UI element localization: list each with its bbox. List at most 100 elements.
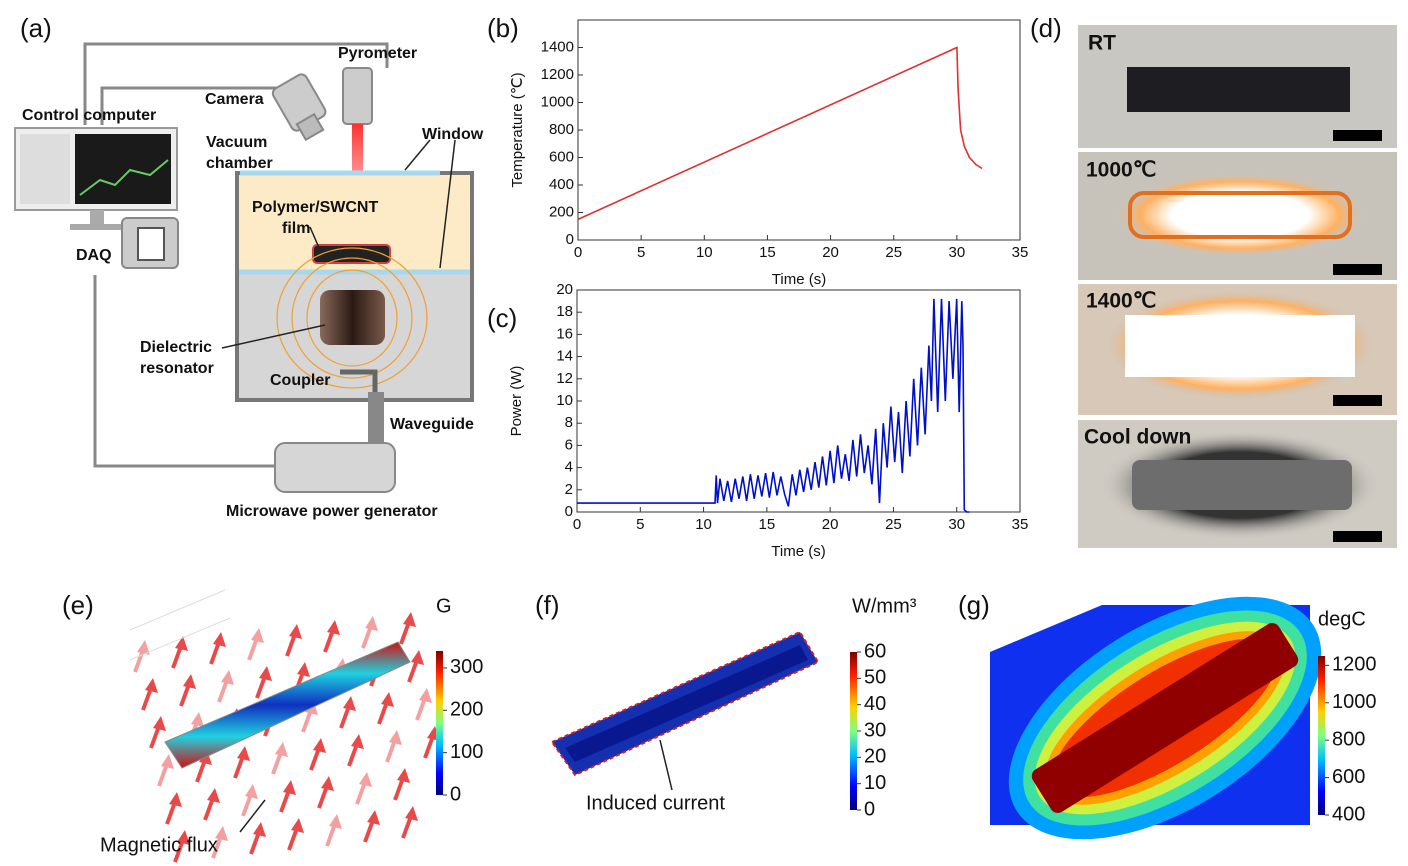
colorbar-tick-label: 600 [1332, 766, 1365, 788]
flux-arrow [393, 777, 405, 801]
y-tick-label: 1000 [541, 93, 574, 110]
y-axis-label: Temperature (℃) [509, 72, 526, 187]
flux-arrow [317, 785, 329, 809]
photo-label: 1400℃ [1086, 290, 1156, 313]
flux-arrow [279, 789, 291, 813]
flux-arrow-head [213, 632, 226, 647]
y-tick-label: 12 [556, 370, 573, 387]
flux-arrow-head [245, 784, 258, 799]
flux-arrow-head [313, 738, 326, 753]
y-tick-label: 1400 [541, 38, 574, 55]
annotation: Induced current [586, 792, 725, 814]
flux-arrow-head [145, 678, 158, 693]
flux-arrow [377, 701, 389, 725]
y-tick-label: 0 [566, 231, 574, 248]
photos [1078, 25, 1397, 548]
colorbar-tick-label: 40 [864, 693, 886, 715]
flux-arrow [309, 747, 321, 771]
flux-arrow-head [161, 754, 174, 769]
flux-arrow [217, 679, 229, 703]
flux-arrow-head [251, 628, 264, 643]
y-tick-label: 6 [565, 436, 573, 453]
colorbar [1318, 656, 1325, 815]
flux-arrow-head [177, 830, 190, 845]
x-tick-label: 0 [573, 516, 581, 533]
y-axis-label: Power (W) [508, 366, 525, 437]
y-tick-label: 18 [556, 303, 573, 320]
setup-label: DAQ [76, 247, 112, 264]
x-tick-label: 10 [696, 244, 713, 261]
flux-arrow-head [175, 636, 188, 651]
x-tick-label: 25 [885, 516, 902, 533]
flux-arrow-head [215, 826, 228, 841]
simulation-g [990, 596, 1322, 840]
colorbar-tick-label: 30 [864, 719, 886, 741]
x-tick-label: 5 [636, 516, 644, 533]
x-tick-label: 5 [637, 244, 645, 261]
flux-arrow-head [343, 696, 356, 711]
colorbar-tick-label: 400 [1332, 803, 1365, 825]
x-tick-label: 35 [1012, 244, 1029, 261]
flux-arrow-head [297, 662, 310, 677]
y-tick-label: 14 [556, 348, 573, 365]
data-line [577, 46, 983, 221]
y-tick-label: 8 [565, 414, 573, 431]
x-tick-label: 20 [822, 516, 839, 533]
panel-label: (a) [20, 13, 52, 43]
setup-label: Waveguide [390, 416, 474, 433]
flux-arrow [355, 781, 367, 805]
flux-arrow-head [397, 768, 410, 783]
flux-arrow [203, 797, 215, 821]
flux-arrow [361, 625, 373, 649]
flux-arrow-head [259, 666, 272, 681]
y-tick-label: 200 [549, 203, 574, 220]
flux-arrow [401, 815, 413, 839]
flux-arrow-head [191, 712, 204, 727]
colorbar-tick-label: 0 [864, 798, 875, 820]
flux-arrow [179, 683, 191, 707]
colorbar-unit: W/mm³ [852, 595, 917, 617]
colorbar-tick-label: 1000 [1332, 691, 1377, 713]
setup-label: Window [422, 126, 484, 143]
setup-label: Camera [205, 91, 264, 108]
x-tick-label: 15 [759, 244, 776, 261]
y-tick-label: 0 [565, 503, 573, 520]
flux-arrow [323, 629, 335, 653]
colorbar [850, 652, 857, 810]
x-tick-label: 30 [949, 244, 966, 261]
x-tick-label: 15 [759, 516, 776, 533]
flux-arrow-head [289, 624, 302, 639]
flux-arrow [407, 659, 419, 683]
y-tick-label: 600 [549, 148, 574, 165]
flux-arrow-head [169, 792, 182, 807]
flux-arrow-head [221, 670, 234, 685]
flux-arrow [247, 637, 259, 661]
flux-arrow-head [389, 730, 402, 745]
colorbar-tick-label: 1200 [1332, 654, 1377, 676]
colorbar [436, 651, 443, 795]
flux-arrows [133, 612, 440, 863]
flux-arrow [211, 835, 223, 859]
colorbar-tick-label: 50 [864, 667, 886, 689]
setup-diagram [14, 42, 474, 493]
y-tick-label: 400 [549, 176, 574, 193]
flux-arrow-head [275, 742, 288, 757]
colorbar-unit: degC [1318, 608, 1366, 630]
colorbar-unit: G [436, 595, 452, 617]
flux-arrow [249, 831, 261, 855]
flux-arrow-head [327, 620, 340, 635]
setup-label: Coupler [270, 372, 330, 389]
flux-arrow [347, 743, 359, 767]
x-tick-label: 10 [695, 516, 712, 533]
flux-arrow [171, 645, 183, 669]
flux-arrow [141, 687, 153, 711]
setup-label: chamber [206, 155, 273, 172]
panel-label: (b) [487, 13, 519, 43]
x-tick-label: 35 [1012, 516, 1029, 533]
colorbar-tick-label: 20 [864, 746, 886, 768]
simulation-e [129, 589, 411, 833]
plot-frame [577, 19, 1021, 241]
panel-label: (f) [535, 590, 560, 620]
colorbar-tick-label: 10 [864, 772, 886, 794]
